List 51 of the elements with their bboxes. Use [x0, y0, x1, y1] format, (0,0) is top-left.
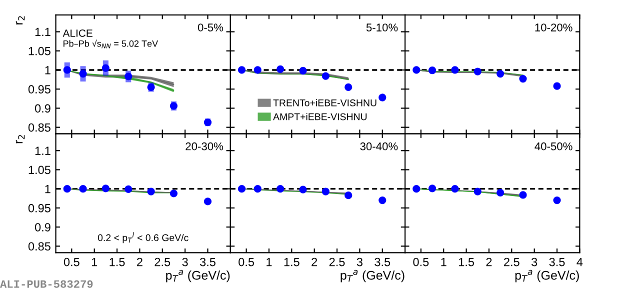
x-tick-label: 2.5 — [504, 258, 520, 266]
y-tick-label: 0.95 — [28, 85, 50, 94]
y-tick-label: 1.05 — [28, 166, 50, 174]
annotation: ALICE — [62, 29, 92, 37]
x-tick-label: 3 — [182, 258, 188, 266]
annotation: 10-20% — [535, 24, 572, 32]
x-tick-label: 3.5 — [200, 258, 216, 266]
x-tick-label: 3.5 — [549, 258, 565, 266]
legend-label: TRENTo+iEBE-VISHNU — [273, 99, 376, 106]
x-tick-label: 3 — [356, 258, 362, 266]
y-tick-label: 1 — [45, 184, 50, 194]
x-tick-label: 1.5 — [458, 258, 474, 266]
x-tick-label: 0.5 — [64, 258, 80, 266]
y-axis-title: r$_{2}$ — [16, 16, 25, 24]
x-tick-label: 1.5 — [110, 258, 125, 266]
annotation: 40-50% — [534, 142, 572, 150]
y-tick-label: 1.1 — [35, 146, 50, 155]
x-tick-label: 2 — [486, 258, 492, 266]
x-tick-label: 1 — [266, 258, 272, 266]
x-tick-label: 1 — [441, 258, 446, 266]
x-tick-label: 2 — [137, 258, 142, 266]
annotation: 5-10% — [366, 24, 398, 32]
y-tick-label: 0.85 — [28, 123, 50, 132]
x-axis-title: p$_{T}$$^{a}$ (GeV/c) — [515, 270, 579, 282]
y-tick-label: 0.9 — [34, 223, 50, 232]
y-tick-label: 1.05 — [28, 46, 50, 56]
annotation: 0-5% — [198, 24, 224, 32]
x-tick-label: 2.5 — [154, 258, 170, 266]
legend-label: AMPT+iEBE-VISHNU — [273, 113, 367, 120]
x-axis-title: p$_{T}$$^{a}$ (GeV/c) — [166, 270, 230, 282]
x-tick-label: 3 — [532, 258, 538, 266]
x-tick-label: 0.5 — [413, 258, 429, 266]
y-axis-title: r$_{2}$ — [16, 135, 25, 144]
annotation: 30-40% — [360, 142, 398, 150]
y-tick-label: 0.95 — [28, 204, 50, 212]
annotation: 0.2 < p$_{T}$$^{l}$ < 0.6 GeV/c — [98, 232, 188, 244]
x-tick-label: 2 — [312, 258, 318, 266]
annotation: Pb–Pb √s$_{NN}$ = 5.02 TeV — [64, 40, 158, 48]
y-tick-label: 1.1 — [35, 28, 50, 36]
x-axis-title: p$_{T}$$^{a}$ (GeV/c) — [340, 270, 404, 282]
x-tick-label: 1 — [92, 258, 98, 266]
annotation: 20-30% — [186, 142, 224, 150]
text: ALI-PUB-583279 — [0, 280, 93, 288]
y-tick-label: 1 — [45, 66, 50, 74]
x-tick-label: 1.5 — [284, 258, 300, 266]
x-tick-label: 4 — [576, 258, 583, 266]
x-tick-label: 2.5 — [329, 258, 345, 266]
y-tick-label: 0.85 — [28, 242, 50, 251]
x-tick-label: 0.5 — [238, 258, 254, 266]
y-tick-label: 0.9 — [34, 104, 50, 113]
x-tick-label: 3.5 — [374, 258, 390, 266]
